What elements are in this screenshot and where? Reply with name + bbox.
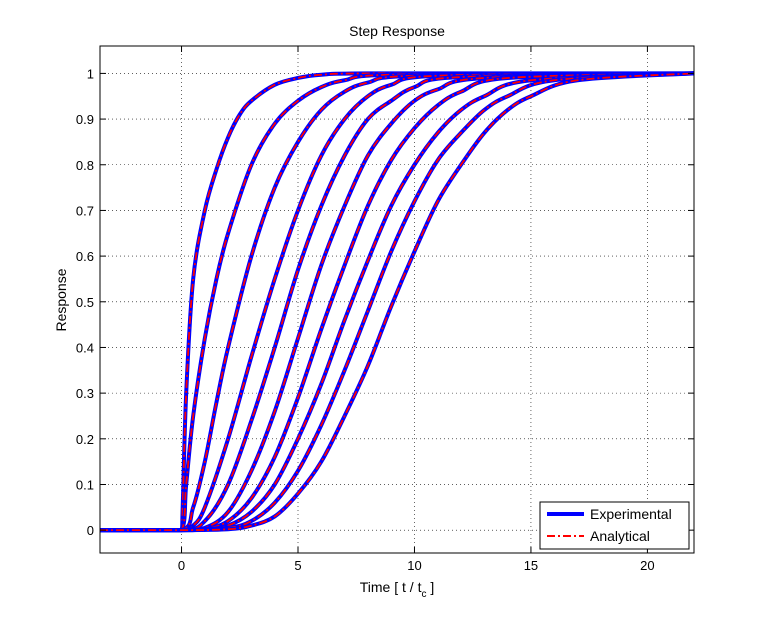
plot-area xyxy=(100,46,694,553)
analytical-curve-3 xyxy=(100,72,695,532)
y-tick-label: 0.2 xyxy=(76,432,94,447)
x-tick-label: 5 xyxy=(294,558,301,573)
y-tick-label: 0.1 xyxy=(76,477,94,492)
y-tick-label: 0.3 xyxy=(76,386,94,401)
analytical-curve-2 xyxy=(100,72,695,532)
x-tick-label: 0 xyxy=(178,558,185,573)
y-tick-label: 0.8 xyxy=(76,158,94,173)
legend-label-analytical: Analytical xyxy=(590,528,650,544)
x-axis-label-main: Time [ t / t xyxy=(360,579,422,595)
legend-box xyxy=(539,501,690,550)
x-axis-label-end: ] xyxy=(426,579,434,595)
analytical-curve-9 xyxy=(100,72,695,532)
x-axis-label: Time [ t / tc ] xyxy=(360,579,435,600)
y-tick-label: 0 xyxy=(87,523,94,538)
y-axis-label: Response xyxy=(53,268,69,331)
x-tick-label: 15 xyxy=(524,558,538,573)
y-tick-label: 0.5 xyxy=(76,295,94,310)
analytical-curve-5 xyxy=(100,72,695,532)
analytical-curve-1 xyxy=(100,72,694,532)
curves xyxy=(100,71,695,533)
y-tick-label: 0.9 xyxy=(76,112,94,127)
x-axis-label-subscript: c xyxy=(421,589,426,600)
y-tick-label: 1 xyxy=(87,66,94,81)
x-tick-label: 20 xyxy=(640,558,654,573)
x-tick-label: 10 xyxy=(407,558,421,573)
y-tick-label: 0.7 xyxy=(76,203,94,218)
chart-title: Step Response xyxy=(349,23,445,39)
y-tick-label: 0.4 xyxy=(76,340,94,355)
y-tick-label: 0.6 xyxy=(76,249,94,264)
legend: Experimental Analytical xyxy=(539,501,690,550)
analytical-curve-4 xyxy=(100,72,695,532)
analytical-curve-10 xyxy=(100,72,695,532)
legend-label-experimental: Experimental xyxy=(590,506,672,522)
axis-ticks: 0 5 10 15 20 0 0.1 0.2 0.3 0.4 0.5 0.6 0.7 0.8 0.9 1 xyxy=(76,46,694,573)
analytical-curve-6 xyxy=(100,72,695,532)
plot-frame xyxy=(99,45,695,554)
